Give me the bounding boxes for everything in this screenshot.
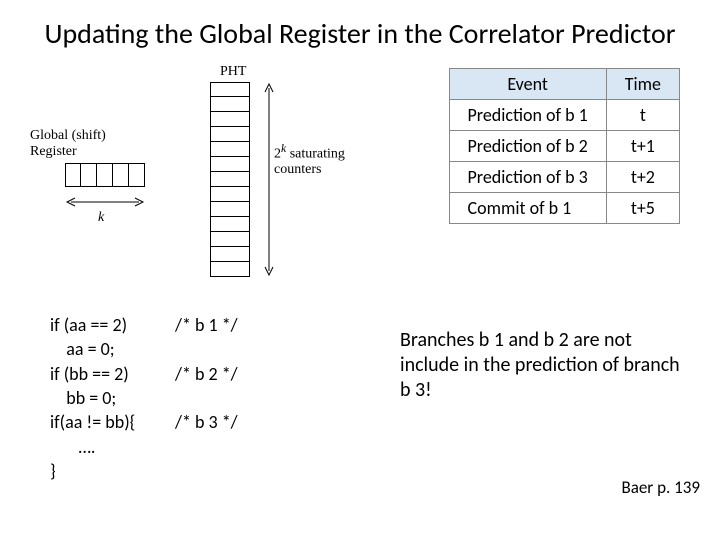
pht-cell <box>210 202 250 217</box>
code-text: if (aa == 2) <box>50 313 175 337</box>
table-cell: Prediction of b 3 <box>449 162 606 193</box>
gsr-cell <box>81 163 97 187</box>
pht-cell <box>210 247 250 262</box>
table-cell: t+1 <box>606 131 679 162</box>
table-row: Prediction of b 1t <box>449 100 680 131</box>
table-row: Prediction of b 2t+1 <box>449 131 680 162</box>
table-cell: t+5 <box>606 193 679 224</box>
table-cell: Commit of b 1 <box>449 193 606 224</box>
pht-cell <box>210 112 250 127</box>
code-text: …. <box>50 435 175 459</box>
saturating-counters-label: 2k saturating counters <box>274 143 345 177</box>
pht-cell <box>210 97 250 112</box>
gsr-cell <box>65 163 81 187</box>
pht-height-arrow <box>262 82 276 277</box>
citation: Baer p. 139 <box>621 477 700 498</box>
pht-cell <box>210 82 250 97</box>
table-cell: Prediction of b 2 <box>449 131 606 162</box>
gsr-cell <box>97 163 113 187</box>
pht-cell <box>210 232 250 247</box>
table-cell: t <box>606 100 679 131</box>
pht-label: PHT <box>220 64 246 80</box>
table-header: Event <box>449 69 606 100</box>
event-time-table: EventTime Prediction of b 1tPrediction o… <box>449 68 681 224</box>
code-comment: /* b 2 */ <box>175 362 238 386</box>
table-cell: Prediction of b 1 <box>449 100 606 131</box>
code-line: } <box>50 459 238 483</box>
code-text: if (bb == 2) <box>50 362 175 386</box>
pht-cell <box>210 157 250 172</box>
k-label: k <box>98 210 104 226</box>
code-comment: /* b 1 */ <box>175 313 238 337</box>
code-comment: /* b 3 */ <box>175 410 238 434</box>
gsr-register <box>65 163 145 187</box>
k-span-arrow <box>65 194 145 210</box>
pht-cell <box>210 127 250 142</box>
gsr-cell <box>113 163 129 187</box>
page-title: Updating the Global Register in the Corr… <box>0 0 720 58</box>
code-line: bb = 0; <box>50 386 238 410</box>
table-cell: t+2 <box>606 162 679 193</box>
pht-cell <box>210 172 250 187</box>
table-header: Time <box>606 69 679 100</box>
slide-content: Global (shift) Register k PHT 2k saturat… <box>0 58 720 508</box>
gsr-cell <box>129 163 145 187</box>
pht-cell <box>210 187 250 202</box>
code-line: …. <box>50 435 238 459</box>
code-line: if(aa != bb){/* b 3 */ <box>50 410 238 434</box>
table-row: Commit of b 1t+5 <box>449 193 680 224</box>
table-row: Prediction of b 3t+2 <box>449 162 680 193</box>
pht-cell <box>210 262 250 277</box>
code-line: if (bb == 2)/* b 2 */ <box>50 362 238 386</box>
code-listing: if (aa == 2)/* b 1 */ aa = 0;if (bb == 2… <box>50 313 238 483</box>
code-line: aa = 0; <box>50 337 238 361</box>
explanatory-note: Branches b 1 and b 2 are not include in … <box>400 328 680 403</box>
pht-column <box>210 82 250 277</box>
code-line: if (aa == 2)/* b 1 */ <box>50 313 238 337</box>
pht-cell <box>210 142 250 157</box>
code-text: if(aa != bb){ <box>50 410 175 434</box>
code-text: } <box>50 459 175 483</box>
gsr-label: Global (shift) Register <box>30 128 112 159</box>
code-text: aa = 0; <box>50 337 175 361</box>
code-text: bb = 0; <box>50 386 175 410</box>
predictor-diagram: Global (shift) Register k PHT 2k saturat… <box>30 68 350 288</box>
pht-cell <box>210 217 250 232</box>
